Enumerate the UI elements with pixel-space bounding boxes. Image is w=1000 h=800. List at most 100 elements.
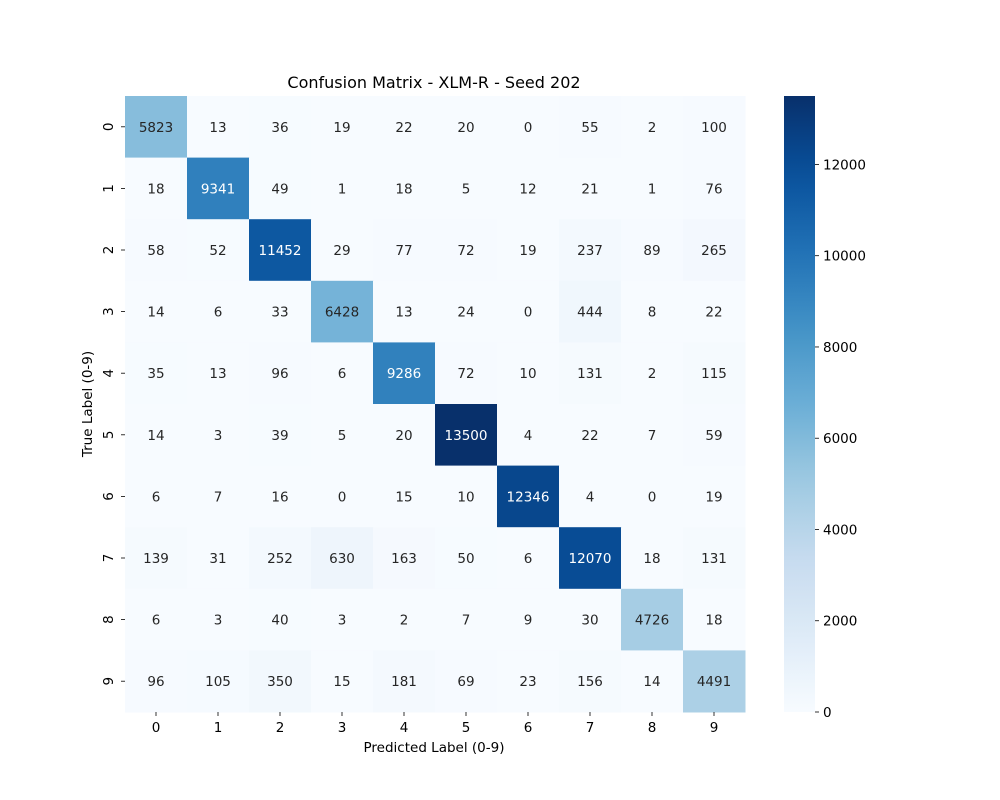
y-axis-label: True Label (0-9)	[80, 351, 96, 458]
heatmap-cell	[621, 96, 684, 159]
heatmap-cell	[125, 650, 188, 713]
cell-value-label: 156	[577, 674, 603, 690]
heatmap-cell	[311, 219, 374, 282]
cell-value-label: 49	[271, 181, 288, 197]
heatmap-cell	[187, 588, 250, 651]
cell-value-label: 3	[214, 428, 223, 444]
cell-value-label: 6	[524, 551, 533, 567]
colorbar-tick-label: 10000	[823, 249, 866, 265]
heatmap-cell	[683, 465, 746, 528]
heatmap-cell	[187, 96, 250, 159]
heatmap-cell	[435, 404, 498, 467]
cell-value-label: 96	[271, 366, 288, 382]
heatmap-cell	[497, 650, 560, 713]
x-tick-label: 9	[710, 720, 719, 736]
heatmap-cell	[497, 219, 560, 282]
colorbar-tick-label: 0	[823, 705, 832, 721]
heatmap-cell	[435, 96, 498, 159]
cell-value-label: 0	[524, 305, 533, 321]
cell-value-label: 444	[577, 305, 603, 321]
heatmap-cell	[373, 404, 436, 467]
cell-value-label: 0	[648, 489, 657, 505]
cell-value-label: 21	[581, 181, 598, 197]
cell-value-label: 19	[519, 243, 536, 259]
heatmap-cell	[683, 650, 746, 713]
heatmap-cell	[621, 219, 684, 282]
cell-value-label: 7	[648, 428, 657, 444]
heatmap-cell	[683, 404, 746, 467]
cell-value-label: 1	[648, 181, 657, 197]
heatmap-cell	[249, 404, 312, 467]
heatmap-cell	[125, 404, 188, 467]
cell-value-label: 18	[395, 181, 412, 197]
heatmap-cell	[187, 342, 250, 405]
heatmap-cell	[497, 404, 560, 467]
heatmap-cell	[311, 404, 374, 467]
cell-value-label: 252	[267, 551, 293, 567]
heatmap-cell	[559, 342, 622, 405]
heatmap-cell	[249, 280, 312, 343]
y-tick-label: 8	[101, 615, 117, 624]
colorbar-tick-label: 6000	[823, 431, 857, 447]
x-tick-label: 8	[648, 720, 657, 736]
heatmap-cell	[125, 157, 188, 220]
heatmap-cell	[125, 527, 188, 590]
heatmap-cell	[249, 527, 312, 590]
heatmap-cell	[497, 527, 560, 590]
cell-value-label: 115	[701, 366, 727, 382]
heatmap-cell	[187, 527, 250, 590]
cell-value-label: 131	[577, 366, 603, 382]
cell-value-label: 5823	[139, 120, 173, 136]
cell-value-label: 4	[524, 428, 533, 444]
cell-value-label: 7	[462, 613, 471, 629]
heatmap-cell	[621, 588, 684, 651]
cell-value-label: 18	[705, 613, 722, 629]
colorbar-tick-label: 12000	[823, 157, 866, 173]
heatmap-cell	[249, 157, 312, 220]
heatmap-cell	[187, 219, 250, 282]
cell-value-label: 265	[701, 243, 727, 259]
y-tick-label: 7	[101, 554, 117, 563]
cell-value-label: 22	[705, 305, 722, 321]
cell-value-label: 10	[519, 366, 536, 382]
cell-value-label: 8	[648, 305, 657, 321]
heatmap-cell	[249, 465, 312, 528]
cell-value-label: 2	[400, 613, 409, 629]
cell-value-label: 163	[391, 551, 417, 567]
cell-value-label: 13	[209, 120, 226, 136]
heatmap-cell	[311, 342, 374, 405]
heatmap-cell	[125, 342, 188, 405]
cell-value-label: 11452	[259, 243, 302, 259]
cell-value-label: 19	[705, 489, 722, 505]
cell-value-label: 2	[648, 366, 657, 382]
heatmap-cell	[187, 157, 250, 220]
cell-value-label: 96	[147, 674, 164, 690]
heatmap-cell	[497, 157, 560, 220]
cell-value-label: 9286	[387, 366, 421, 382]
heatmap-cell	[249, 219, 312, 282]
cell-value-label: 7	[214, 489, 223, 505]
heatmap-cell	[683, 157, 746, 220]
heatmap-cell	[559, 588, 622, 651]
cell-value-label: 20	[395, 428, 412, 444]
colorbar-tick-label: 2000	[823, 614, 857, 630]
heatmap-cell	[683, 96, 746, 159]
cell-value-label: 35	[147, 366, 164, 382]
heatmap-cell	[373, 219, 436, 282]
heatmap-cell	[311, 465, 374, 528]
cell-value-label: 13	[209, 366, 226, 382]
cell-value-label: 14	[147, 305, 164, 321]
cell-value-label: 100	[701, 120, 727, 136]
cell-value-label: 16	[271, 489, 288, 505]
heatmap-cell	[187, 404, 250, 467]
cell-value-label: 237	[577, 243, 603, 259]
heatmap-cell	[187, 650, 250, 713]
heatmap-cell	[559, 96, 622, 159]
heatmap-cell	[683, 527, 746, 590]
heatmap-cell	[435, 219, 498, 282]
cell-value-label: 72	[457, 366, 474, 382]
cell-value-label: 6	[338, 366, 347, 382]
cell-value-label: 36	[271, 120, 288, 136]
x-tick-label: 0	[152, 720, 161, 736]
